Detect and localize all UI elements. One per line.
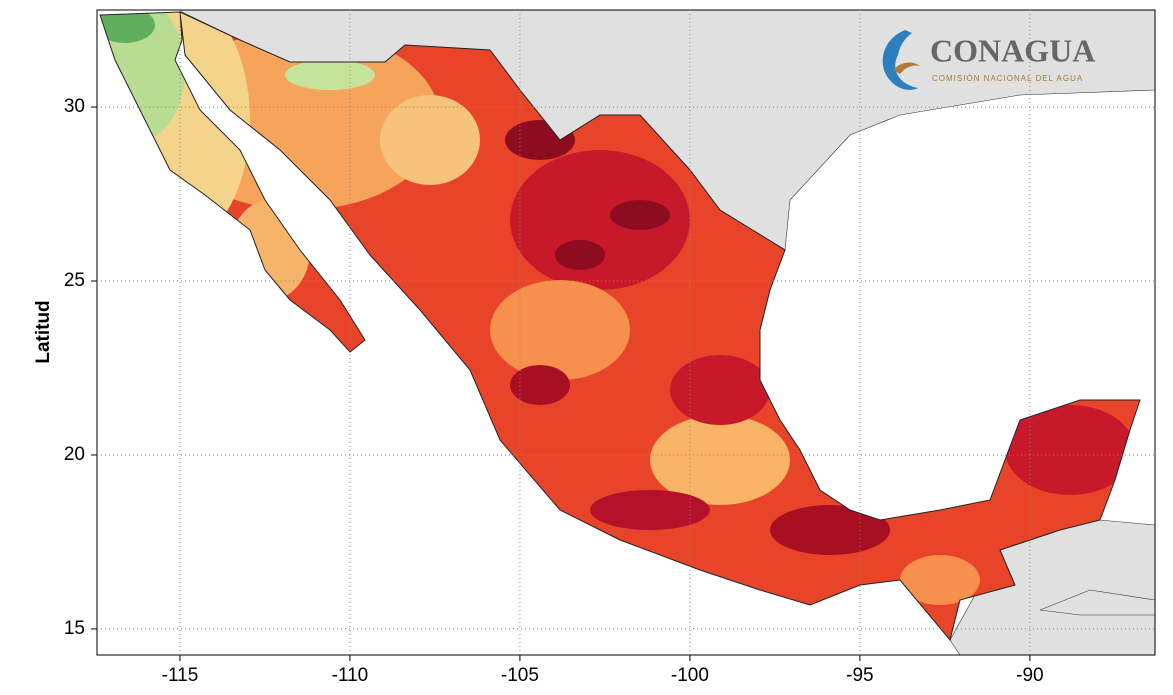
x-tick-label: -100 [671, 665, 709, 686]
y-tick-label: 15 [64, 618, 85, 639]
x-tick-label: -105 [501, 665, 539, 686]
y-axis-label: Latitud [33, 300, 54, 363]
logo-name: CONAGUA [930, 32, 1095, 68]
x-tick-label: -90 [1016, 665, 1043, 686]
logo-icon [882, 30, 918, 90]
logo-bird [893, 62, 920, 74]
y-tick-label: 30 [64, 96, 85, 117]
plot-frame [96, 9, 1156, 656]
logo-subtitle: COMISIÓN NACIONAL DEL AGUA [932, 74, 1083, 83]
x-tick-label: -115 [162, 665, 199, 686]
mexico-outline [99, 11, 1141, 642]
y-tick-label: 20 [64, 444, 85, 465]
x-tick-label: -95 [846, 665, 873, 686]
y-tick-label: 25 [64, 270, 85, 291]
logo: CONAGUA COMISIÓN NACIONAL DEL AGUA [882, 30, 1095, 90]
x-tick-label: -110 [332, 665, 369, 686]
